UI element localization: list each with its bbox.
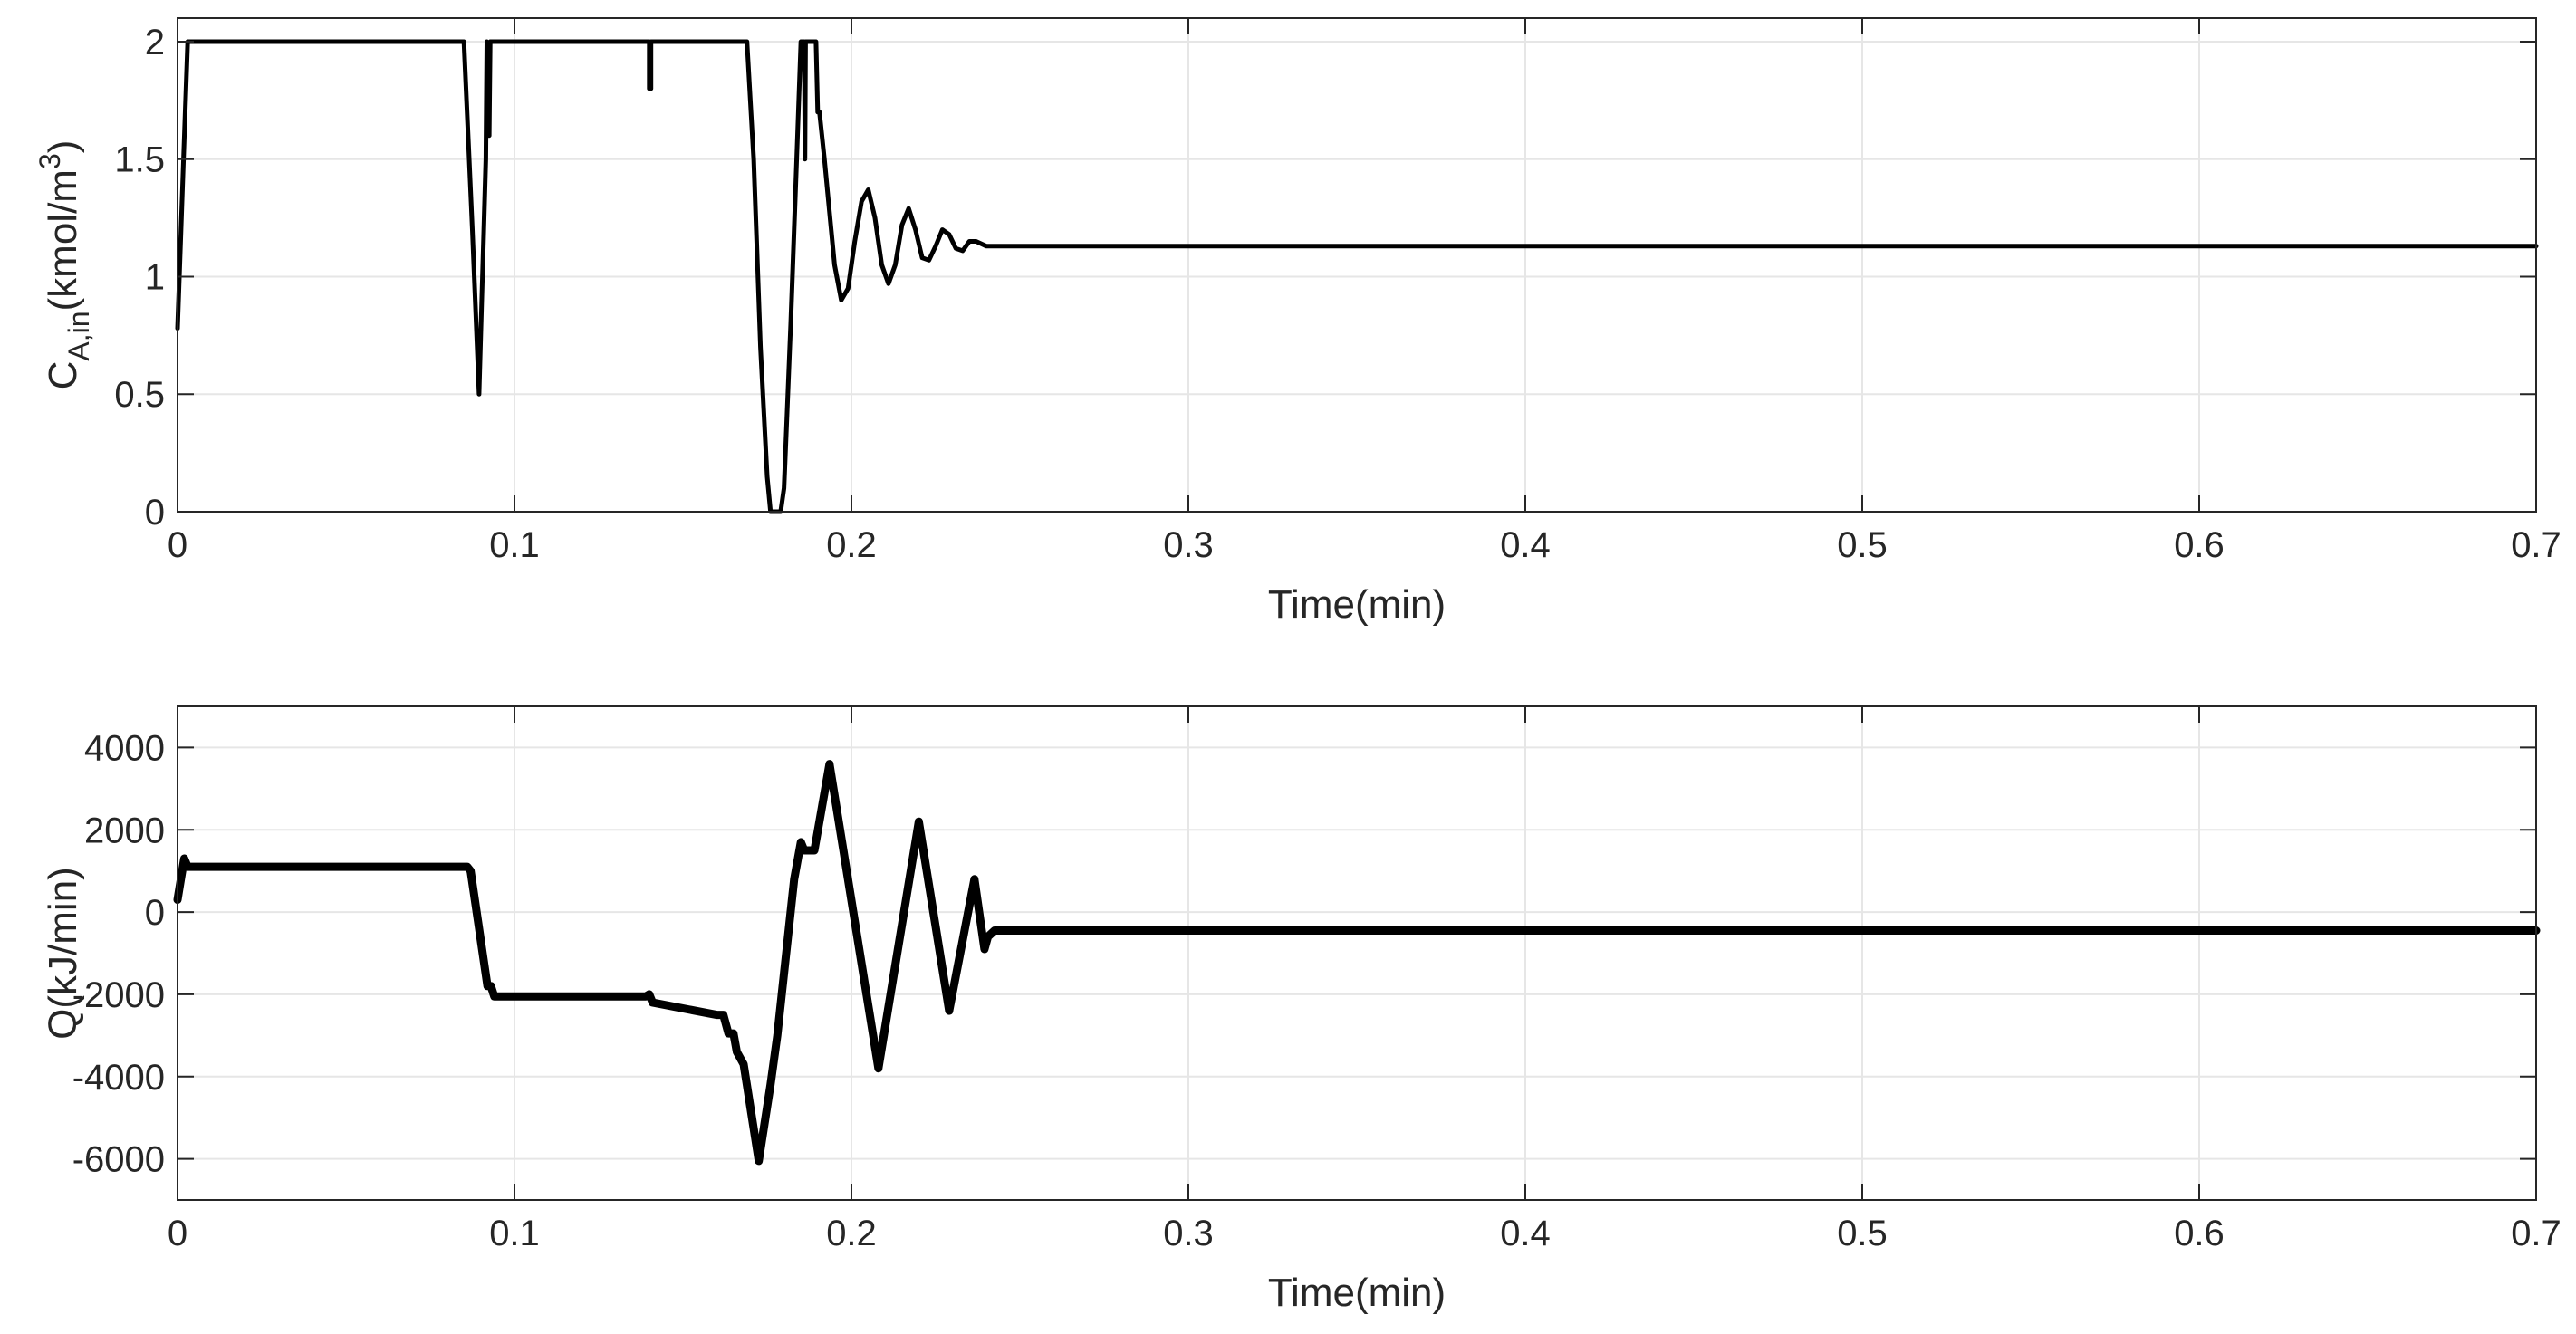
x-tick-label: 0.5 [1837,1214,1888,1253]
concentration-axes: 0 0.1 0.2 0.3 0.4 0.5 0.6 0.7 0 0.5 1 1.5 2 Time(min)… [34,17,2562,627]
y-tick-label: 2000 [84,811,165,850]
x-tick-label: 0.4 [1500,525,1551,565]
x-tick-label: 0.6 [2174,1214,2225,1253]
y-tick-label: 1 [145,257,165,297]
x-tick-label: 0.1 [489,525,540,565]
x-tick-label: 0.3 [1163,1214,1214,1253]
y-tick-label: 0 [145,493,165,533]
data-series-line [173,760,2541,1166]
heat-input-axes: 0 0.1 0.2 0.3 0.4 0.5 0.6 0.7 -6000 -4000 -2000 0 20… [41,705,2562,1315]
x-axis-title: Time(min) [1268,582,1446,627]
y-tick-label: 1.5 [114,140,165,180]
plot-area [177,705,2537,1201]
y-axis-title-unit: (kmol/m [41,169,85,311]
y-tick-label: -4000 [72,1058,165,1098]
y-tick-label: 0.5 [114,375,165,415]
x-tick-label: 0.7 [2511,525,2562,565]
axes-frame [177,705,2537,1201]
y-tick-label: 2 [145,23,165,62]
x-tick-label: 0.6 [2174,525,2225,565]
axes-frame [177,17,2537,513]
x-tick-label: 0 [168,525,187,565]
x-tick-label: 0.5 [1837,525,1888,565]
y-axis-title-superscript: 3 [34,153,66,169]
x-tick-label: 0.1 [489,1214,540,1253]
y-tick-label: 0 [145,893,165,933]
x-tick-label: 0.4 [1500,1214,1551,1253]
y-axis-title-subscript: A,in [62,311,95,360]
y-tick-label: -6000 [72,1140,165,1180]
x-tick-label: 0.7 [2511,1214,2562,1253]
y-axis-title: CA,in(kmol/m3) [34,140,95,390]
plot-area [177,17,2537,513]
y-tick-label: 4000 [84,728,165,768]
y-tick-label: -2000 [72,975,165,1015]
y-axis-title-base: C [41,361,85,390]
x-tick-label: 0.2 [826,1214,877,1253]
y-axis-title: Q(kJ/min) [41,867,85,1040]
y-axis-title-unit-close: ) [41,140,85,154]
x-tick-label: 0.2 [826,525,877,565]
x-tick-label: 0 [168,1214,187,1253]
x-axis-title: Time(min) [1268,1271,1446,1315]
data-series-line [175,39,2539,514]
x-tick-label: 0.3 [1163,525,1214,565]
